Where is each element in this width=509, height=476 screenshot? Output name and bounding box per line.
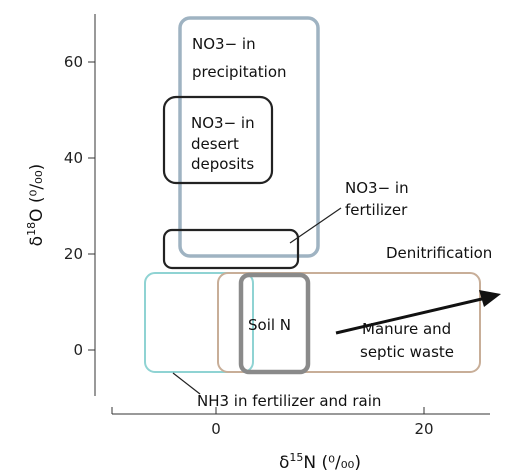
label-no3-fertilizer-line1: NO3− in (345, 179, 409, 197)
x-axis-title-sup: 15 (289, 451, 303, 464)
label-no3-desert-line2: desert (191, 135, 239, 153)
x-axis-title-rest: N (⁰/₀₀) (303, 453, 361, 473)
y-tick-label-60: 60 (64, 53, 83, 71)
region-no3-desert-deposits (162, 95, 274, 185)
y-axis-title-rest: O (⁰/₀₀) (27, 164, 47, 222)
denitrification-arrow-shaft (335, 296, 487, 335)
region-manure-septic (217, 272, 481, 373)
label-no3-desert-line1: NO3− in (191, 114, 255, 132)
y-axis-title: δ18O (⁰/₀₀) (25, 164, 47, 247)
x-tick-label-0: 0 (211, 420, 221, 438)
label-nh3: NH3 in fertilizer and rain (197, 392, 381, 410)
label-no3-precipitation-line2: precipitation (192, 63, 287, 81)
fertilizer-leader-line (289, 207, 342, 244)
region-no3-fertilizer (162, 228, 300, 270)
x-tick-label-20: 20 (414, 420, 433, 438)
x-axis-title: δ15N (⁰/₀₀) (279, 451, 361, 473)
y-tick-label-40: 40 (64, 149, 83, 167)
y-tick-label-20: 20 (64, 245, 83, 263)
label-manure-line1: Manure and (362, 320, 451, 338)
y-tick-label-0: 0 (73, 341, 83, 359)
label-soil-n: Soil N (248, 316, 291, 334)
region-nh3-fertilizer-rain (144, 272, 254, 373)
y-axis-title-main: δ (27, 236, 47, 246)
region-soil-n (238, 272, 311, 375)
label-no3-precipitation-line1: NO3− in (192, 35, 256, 53)
y-axis-title-sup: 18 (25, 222, 38, 236)
label-manure-line2: septic waste (360, 343, 454, 361)
label-no3-desert-line3: deposits (191, 155, 254, 173)
denitrification-arrow-head (479, 290, 501, 307)
nh3-leader-line (172, 372, 201, 395)
x-axis-title-main: δ (279, 453, 289, 473)
label-denitrification: Denitrification (386, 244, 492, 262)
label-no3-fertilizer-line2: fertilizer (345, 201, 408, 219)
region-no3-precipitation (178, 16, 320, 258)
